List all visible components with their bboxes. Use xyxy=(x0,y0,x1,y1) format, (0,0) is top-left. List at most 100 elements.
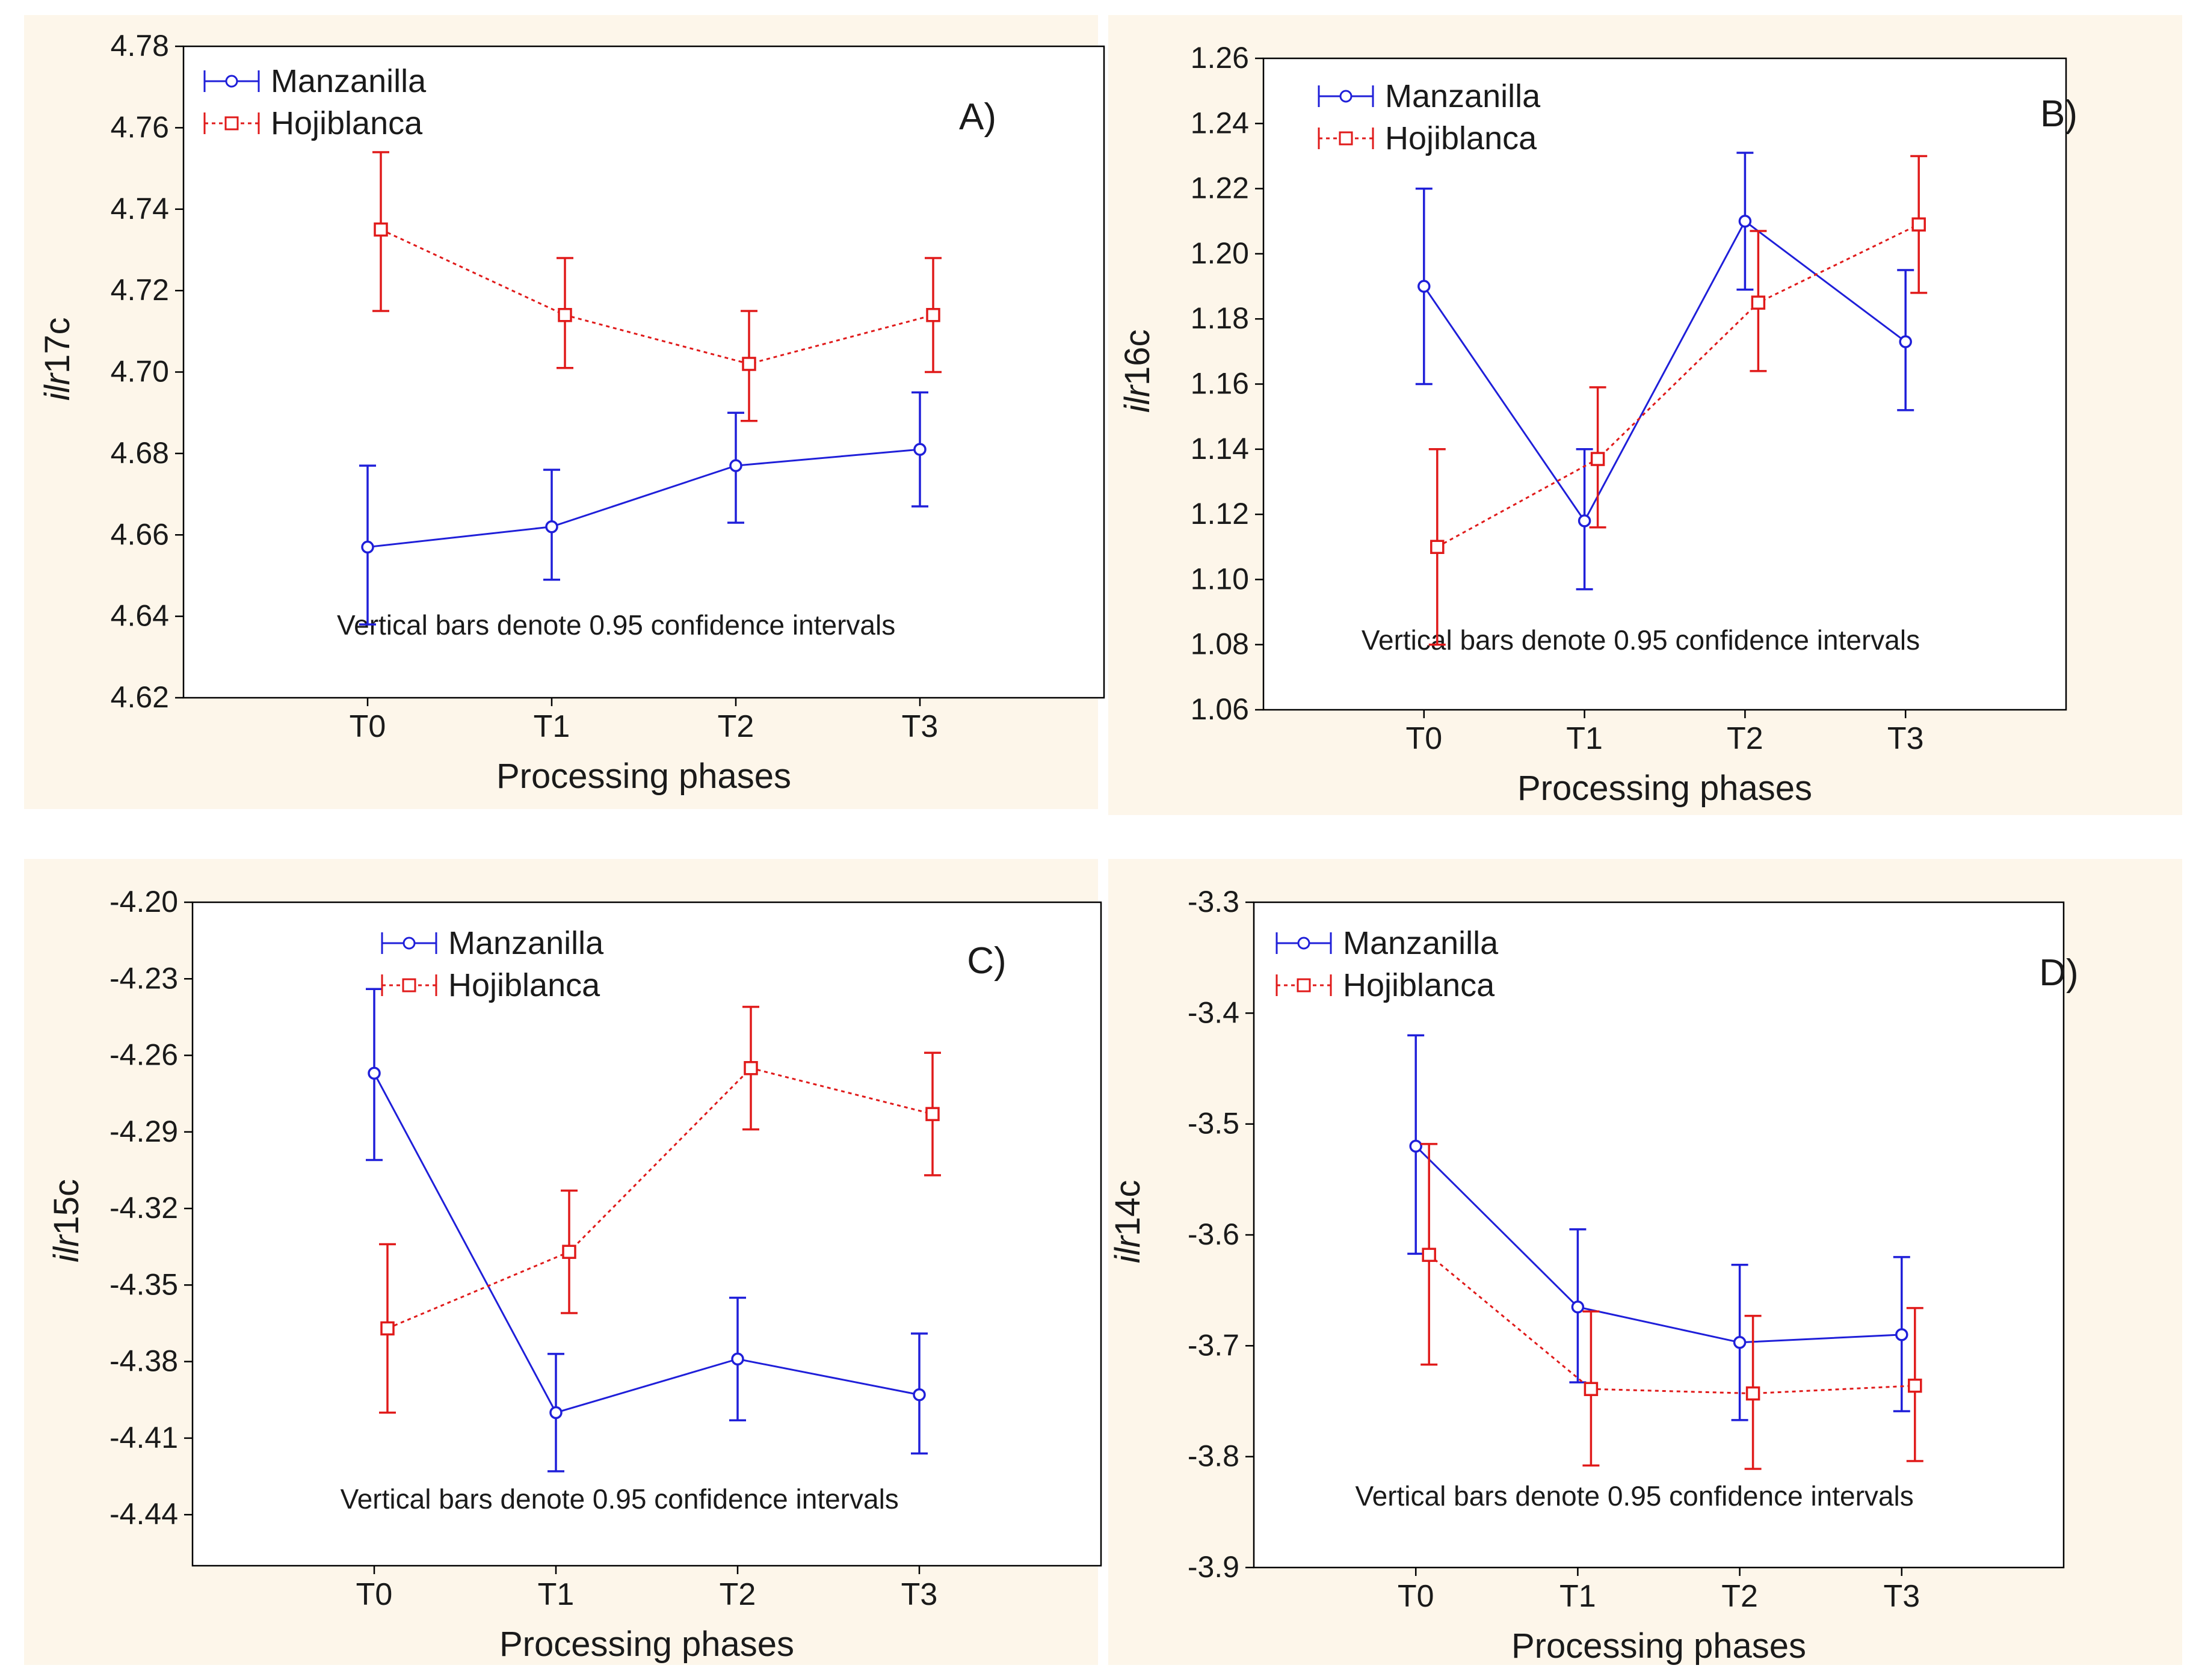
y-tick-label: 1.18 xyxy=(1191,301,1249,335)
x-tick-label: T3 xyxy=(902,709,939,744)
legend-marker xyxy=(1297,937,1310,950)
y-tick-label: 1.14 xyxy=(1191,432,1249,466)
y-tick-label: -3.9 xyxy=(1188,1550,1239,1584)
y-axis-label-italic: ilr xyxy=(38,372,77,401)
data-point xyxy=(380,1321,395,1336)
data-point xyxy=(1751,295,1766,310)
x-tick-label: T0 xyxy=(350,709,386,744)
x-tick-label: T1 xyxy=(1566,721,1603,756)
y-axis-label: ilr14c xyxy=(1108,1180,1147,1264)
data-point xyxy=(1733,1336,1747,1349)
y-tick-label: -4.41 xyxy=(110,1421,178,1454)
y-tick-label: 4.78 xyxy=(111,29,169,63)
y-tick-label: 1.22 xyxy=(1191,171,1249,205)
legend-marker xyxy=(1339,131,1353,146)
data-point xyxy=(368,1066,381,1080)
data-point xyxy=(549,1406,563,1420)
series-line-hojiblanca xyxy=(1428,1254,1915,1395)
y-axis-label-suffix: 17c xyxy=(38,318,77,374)
plot-area xyxy=(182,45,1105,699)
data-point xyxy=(1430,540,1445,554)
legend-label: Hojiblanca xyxy=(271,105,423,141)
series-line-manzanilla xyxy=(1423,220,1907,523)
data-point xyxy=(558,307,572,322)
y-tick-label: -3.4 xyxy=(1188,995,1239,1029)
y-tick-label: -4.38 xyxy=(110,1344,178,1378)
x-axis-label: Processing phases xyxy=(1517,769,1812,808)
y-tick-label: 4.74 xyxy=(111,192,169,226)
x-tick-label: T3 xyxy=(1887,721,1924,756)
legend-marker xyxy=(403,937,416,950)
y-axis-label-italic: ilr xyxy=(1108,1234,1147,1263)
x-axis-label: Processing phases xyxy=(496,757,791,796)
plot-area xyxy=(191,901,1102,1567)
chart-panel-c: -4.44 -4.41 -4.38 -4.35 -4.32 -4.29 -4.26 -4.23… xyxy=(24,859,1102,1665)
legend-label: Manzanilla xyxy=(271,63,427,99)
y-tick-label: 1.26 xyxy=(1191,41,1249,75)
data-point xyxy=(1422,1248,1436,1262)
y-tick-label: -4.35 xyxy=(110,1267,178,1301)
y-tick-label: -4.20 xyxy=(110,885,178,918)
y-tick-label: 1.10 xyxy=(1191,562,1249,595)
series-line-manzanilla xyxy=(367,448,921,549)
data-point xyxy=(1908,1378,1922,1393)
legend-label: Hojiblanca xyxy=(448,967,600,1003)
data-point xyxy=(1895,1328,1908,1341)
chart-d-svg: -3.9 -3.8 -3.7 -3.6 -3.5 -3.4 -3.3 T0 T1 T2 T3 Proc… xyxy=(1108,885,2079,1666)
y-tick-label: 4.62 xyxy=(111,680,169,714)
x-tick-label: T2 xyxy=(720,1577,756,1612)
legend-marker xyxy=(225,75,238,88)
x-axis-label: Processing phases xyxy=(499,1625,794,1664)
x-axis-label: Processing phases xyxy=(1511,1626,1806,1666)
chart-panel-b: 1.06 1.08 1.10 1.12 1.14 1.16 1.18 1.20 1.22 1.24… xyxy=(1108,15,2182,815)
data-point xyxy=(729,459,742,472)
y-tick-label: -3.5 xyxy=(1188,1107,1239,1140)
y-axis-label-suffix: 14c xyxy=(1108,1180,1147,1237)
confidence-note: Vertical bars denote 0.95 confidence int… xyxy=(1355,1480,1913,1512)
y-tick-label: 1.16 xyxy=(1191,367,1249,401)
data-point xyxy=(562,1245,576,1259)
series-line-hojiblanca xyxy=(387,1067,933,1329)
y-tick-label: 4.66 xyxy=(111,517,169,551)
series-line-manzanilla xyxy=(373,1072,920,1414)
data-point xyxy=(1911,217,1926,232)
x-tick-label: T1 xyxy=(538,1577,575,1612)
legend-marker xyxy=(224,116,239,131)
plot-area xyxy=(1262,57,2067,711)
legend-label: Manzanilla xyxy=(448,925,604,961)
data-point xyxy=(1417,280,1431,293)
legend-marker xyxy=(402,978,416,992)
x-tick-label: T0 xyxy=(1398,1579,1434,1614)
y-tick-label: 1.24 xyxy=(1191,106,1249,140)
legend-label: Hojiblanca xyxy=(1343,967,1495,1003)
series-line-hojiblanca xyxy=(380,229,934,365)
data-point xyxy=(1578,514,1591,528)
data-point xyxy=(1590,452,1605,466)
y-tick-label: -4.29 xyxy=(110,1115,178,1148)
y-axis-label-suffix: 16c xyxy=(1118,330,1157,386)
x-tick-label: T3 xyxy=(1883,1579,1920,1614)
y-tick-label: 1.20 xyxy=(1191,236,1249,270)
panel-label: B) xyxy=(2040,93,2077,135)
data-point xyxy=(913,443,927,456)
data-point xyxy=(1409,1139,1422,1153)
y-tick-label: 4.76 xyxy=(111,110,169,144)
confidence-note: Vertical bars denote 0.95 confidence int… xyxy=(341,1483,899,1515)
confidence-note: Vertical bars denote 0.95 confidence int… xyxy=(337,609,895,641)
data-point xyxy=(1899,335,1912,348)
data-point xyxy=(361,540,374,554)
y-tick-label: -3.7 xyxy=(1188,1328,1239,1362)
chart-panel-a: 4.62 4.64 4.66 4.68 4.70 4.72 4.74 4.76 4.78 T0 T1… xyxy=(24,15,1105,809)
x-tick-label: T0 xyxy=(356,1577,393,1612)
x-tick-label: T2 xyxy=(718,709,754,744)
y-axis-label-suffix: 15c xyxy=(47,1179,86,1235)
data-point xyxy=(742,357,756,371)
data-point xyxy=(925,1107,940,1121)
panel-label: D) xyxy=(2039,952,2078,994)
y-tick-label: 1.12 xyxy=(1191,497,1249,531)
data-point xyxy=(545,520,558,534)
y-axis-label: ilr15c xyxy=(47,1179,86,1263)
chart-panel-d: -3.9 -3.8 -3.7 -3.6 -3.5 -3.4 -3.3 T0 T1 T2 T3 Proc… xyxy=(1108,859,2182,1666)
y-tick-label: -3.3 xyxy=(1188,885,1239,918)
data-point xyxy=(731,1352,744,1366)
